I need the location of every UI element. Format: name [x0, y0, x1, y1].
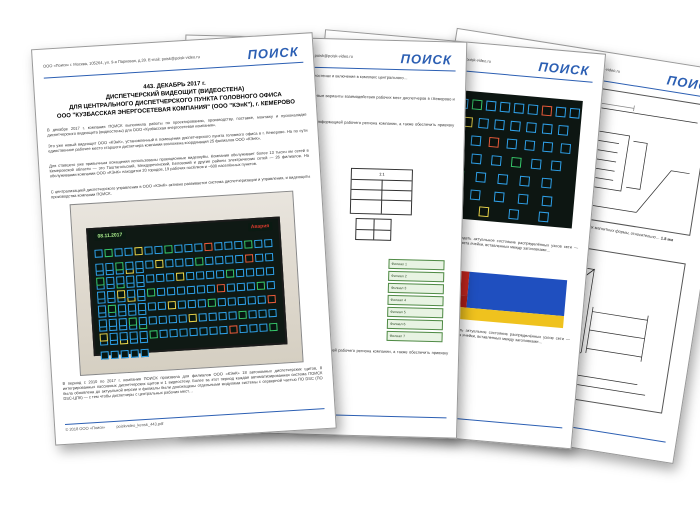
header-address: ООО «Поиск» г. Москва, 105264, ул. 9-я П… — [43, 51, 243, 68]
videowall-screen: 08.11.2017 Авария — [86, 216, 287, 356]
list-item: Филиал 7 — [386, 331, 442, 342]
brand-logo: ПОИСК — [247, 44, 299, 62]
p1-para3: Для ставшего уже привычным оснащения исп… — [49, 148, 309, 179]
mini-table: 1:1 — [350, 168, 413, 216]
list-item: Филиал 5 — [387, 307, 443, 318]
list-item: Филиал 1 — [388, 259, 444, 270]
branch-list: Филиал 1 Филиал 2 Филиал 3 Филиал 4 Фили… — [386, 259, 444, 344]
page-footer: © 2018 ООО «Поиск» poiskvideo_kensk_443.… — [65, 408, 325, 432]
brand-logo: ПОИСК — [538, 59, 590, 78]
screen-alarm-badge: Авария — [248, 222, 273, 231]
mini-table-2 — [355, 218, 392, 241]
list-item: Филиал 6 — [387, 319, 443, 330]
list-item: Филиал 2 — [388, 271, 444, 282]
screen-datestamp: 08.11.2017 — [94, 231, 125, 241]
list-item: Филиал 4 — [387, 295, 443, 306]
videowall-photo: 08.11.2017 Авария — [70, 191, 304, 376]
page-1: ПОИСК ООО «Поиск» г. Москва, 105264, ул.… — [31, 32, 337, 445]
list-item: Филиал 3 — [388, 283, 444, 294]
brand-logo: ПОИСК — [400, 51, 452, 67]
